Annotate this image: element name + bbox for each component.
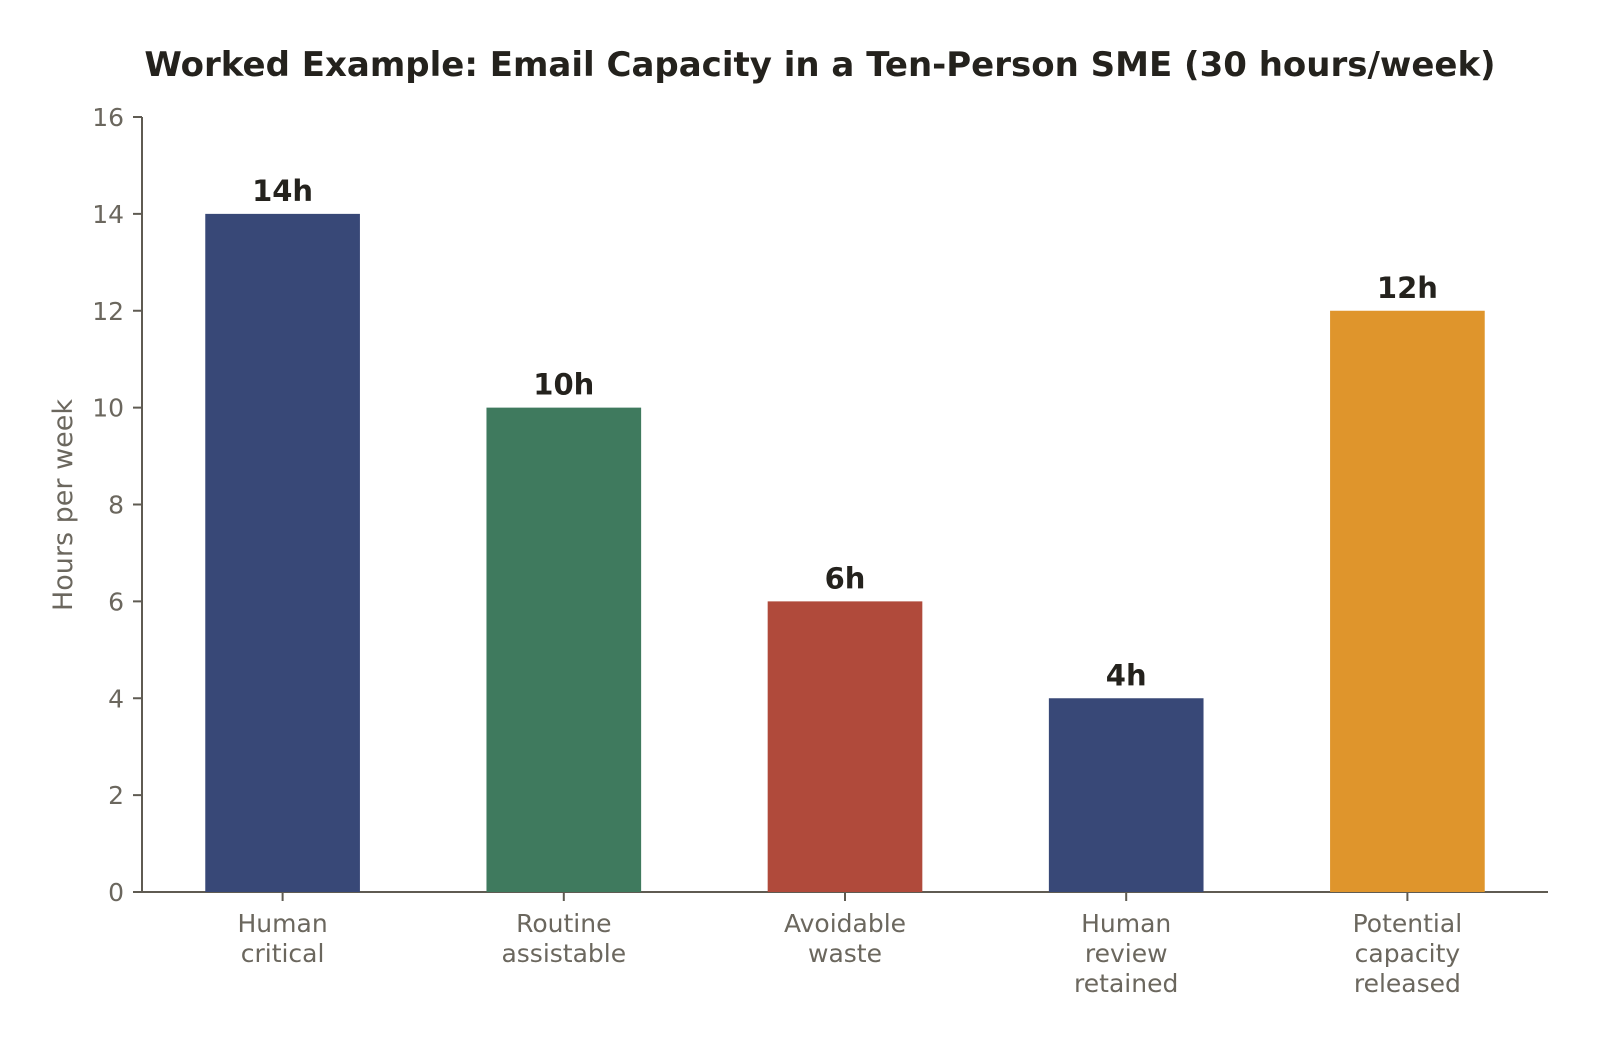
x-tick-label: review [1085,939,1168,968]
x-tick-label: waste [808,939,882,968]
y-tick-label: 0 [108,878,124,907]
x-tick-label: Routine [516,909,611,938]
y-axis-label: Hours per week [48,399,79,611]
bar-data-label: 12h [1377,271,1438,305]
y-tick-label: 2 [108,781,124,810]
x-tick-label: assistable [501,939,626,968]
y-tick-label: 16 [92,103,124,132]
bar [1330,310,1485,892]
x-tick-label: Human [238,909,328,938]
y-tick-label: 8 [108,491,124,520]
x-tick-label: critical [241,939,325,968]
x-tick-label: retained [1074,969,1178,998]
chart-title: Worked Example: Email Capacity in a Ten-… [144,45,1495,85]
bar-data-label: 10h [533,368,594,402]
bar [1048,698,1204,892]
x-tick-label: capacity [1355,939,1461,968]
x-tick-label: Human [1081,909,1171,938]
plot-area: 024681012141614hHumancritical10hRoutinea… [92,103,1548,998]
y-tick-label: 10 [92,394,124,423]
y-tick-label: 4 [108,684,124,713]
y-tick-label: 6 [108,587,124,616]
x-tick-label: released [1354,969,1461,998]
bar [486,407,642,892]
bar [205,213,360,892]
y-tick-label: 12 [92,297,124,326]
x-tick-label: Avoidable [784,909,906,938]
y-tick-label: 14 [92,200,124,229]
x-tick-label: Potential [1353,909,1463,938]
bar [767,601,923,892]
bar-data-label: 4h [1106,658,1147,692]
bar-data-label: 6h [825,561,866,595]
bar-data-label: 14h [252,174,313,208]
